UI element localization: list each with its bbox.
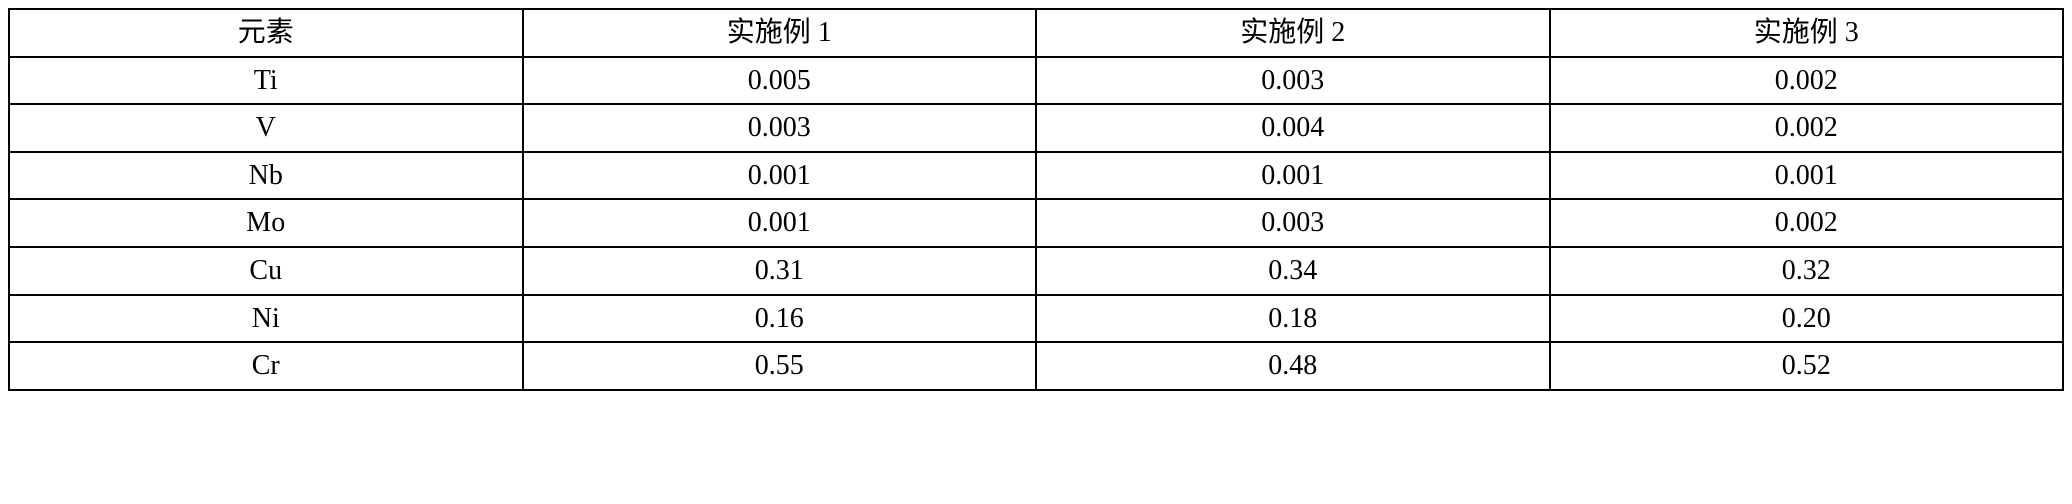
col-header-example1: 实施例 1: [523, 9, 1037, 57]
cell-element: V: [9, 104, 523, 152]
cell-value: 0.003: [523, 104, 1037, 152]
cell-value: 0.003: [1036, 199, 1550, 247]
cell-value: 0.001: [523, 152, 1037, 200]
cell-value: 0.16: [523, 295, 1037, 343]
col-header-element: 元素: [9, 9, 523, 57]
cell-element: Cr: [9, 342, 523, 390]
table-row: Mo 0.001 0.003 0.002: [9, 199, 2063, 247]
cell-value: 0.48: [1036, 342, 1550, 390]
cell-value: 0.34: [1036, 247, 1550, 295]
cell-value: 0.002: [1550, 57, 2064, 105]
cell-element: Mo: [9, 199, 523, 247]
cell-value: 0.004: [1036, 104, 1550, 152]
composition-table: 元素 实施例 1 实施例 2 实施例 3 Ti 0.005 0.003 0.00…: [8, 8, 2064, 391]
cell-element: Nb: [9, 152, 523, 200]
table-row: Cr 0.55 0.48 0.52: [9, 342, 2063, 390]
table-row: V 0.003 0.004 0.002: [9, 104, 2063, 152]
cell-value: 0.31: [523, 247, 1037, 295]
cell-element: Cu: [9, 247, 523, 295]
table-row: Cu 0.31 0.34 0.32: [9, 247, 2063, 295]
col-header-example3: 实施例 3: [1550, 9, 2064, 57]
table-row: Ni 0.16 0.18 0.20: [9, 295, 2063, 343]
table-row: Nb 0.001 0.001 0.001: [9, 152, 2063, 200]
cell-value: 0.32: [1550, 247, 2064, 295]
cell-value: 0.005: [523, 57, 1037, 105]
table-body: Ti 0.005 0.003 0.002 V 0.003 0.004 0.002…: [9, 57, 2063, 390]
cell-element: Ti: [9, 57, 523, 105]
table-row: Ti 0.005 0.003 0.002: [9, 57, 2063, 105]
cell-value: 0.002: [1550, 104, 2064, 152]
cell-value: 0.18: [1036, 295, 1550, 343]
cell-value: 0.55: [523, 342, 1037, 390]
cell-value: 0.003: [1036, 57, 1550, 105]
cell-value: 0.52: [1550, 342, 2064, 390]
cell-value: 0.001: [1036, 152, 1550, 200]
cell-value: 0.20: [1550, 295, 2064, 343]
table-header: 元素 实施例 1 实施例 2 实施例 3: [9, 9, 2063, 57]
cell-element: Ni: [9, 295, 523, 343]
col-header-example2: 实施例 2: [1036, 9, 1550, 57]
cell-value: 0.001: [1550, 152, 2064, 200]
cell-value: 0.002: [1550, 199, 2064, 247]
cell-value: 0.001: [523, 199, 1037, 247]
table-header-row: 元素 实施例 1 实施例 2 实施例 3: [9, 9, 2063, 57]
